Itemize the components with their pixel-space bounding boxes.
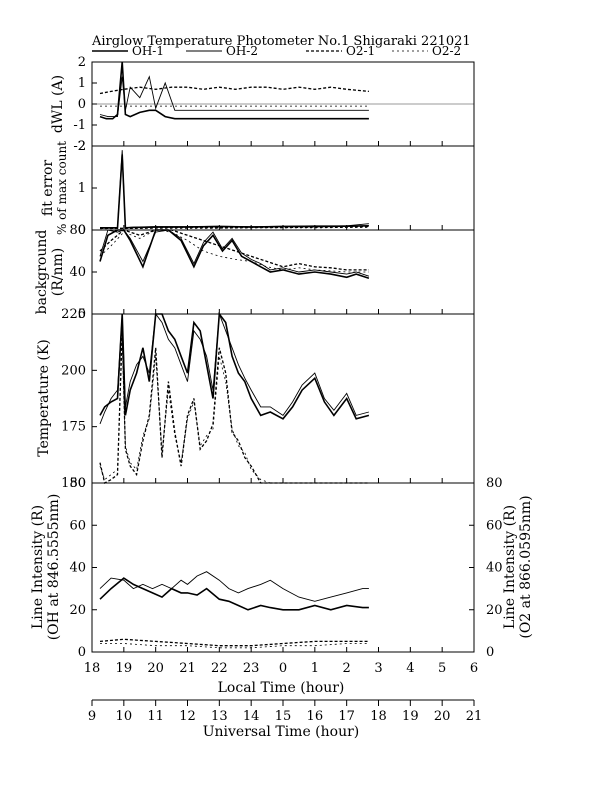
legend-label: O2-1 [346,44,375,58]
series-line-intensity-O2-1 [99,638,369,647]
universal-tick-label: 15 [275,709,292,724]
universal-tick-label: 17 [338,709,355,724]
series-line-intensity-OH-1 [99,577,369,611]
panel-frames [91,61,475,653]
y-tick-label: 0 [78,307,86,322]
y-tick-label: 40 [486,561,503,576]
dwl-label: dWL (A) [50,75,66,133]
universal-tick-label: 20 [434,709,451,724]
series-temperature-OH-1 [99,311,370,420]
y-tick-label: 1 [78,76,86,91]
local-tick-label: 3 [374,661,382,676]
universal-tick-label: 21 [466,709,483,724]
y-tick-label: 40 [69,561,86,576]
universal-tick-label: 18 [370,709,387,724]
universal-tick-label: 19 [402,709,419,724]
local-time-label: Local Time (hour) [218,680,345,696]
temperature-label: Temperature (K) [36,339,52,457]
y-tick-label: 0 [486,645,494,660]
universal-tick-label: 14 [243,709,260,724]
local-tick-label: 4 [406,661,414,676]
local-tick-label: 5 [438,661,446,676]
series-fit-error-OH-1 [100,154,369,229]
y-tick-label: 200 [61,363,86,378]
intensity-left-sublabel: (OH at 846.5555nm) [46,494,62,641]
data-series [99,61,370,649]
series-temperature-O2-1 [99,330,369,484]
y-tick-label: 1 [78,181,86,196]
fit-error-sublabel: % of max count [55,141,69,235]
universal-tick-label: 11 [147,709,164,724]
y-tick-label: 20 [69,603,86,618]
local-tick-label: 0 [279,661,287,676]
series-temperature-OH-2 [99,312,370,425]
y-tick-label: 175 [61,420,86,435]
y-tick-label: 225 [61,307,86,322]
universal-tick-label: 9 [88,709,96,724]
legend-label: O2-2 [432,44,461,58]
panel-frame-5 [91,482,475,653]
universal-tick-label: 13 [211,709,228,724]
universal-tick-label: 10 [116,709,133,724]
local-tick-label: 2 [343,661,351,676]
local-tick-label: 22 [211,661,228,676]
series-temperature-O2-2 [99,339,369,484]
legend: OH-1 OH-2 O2-1 O2-2 [92,44,461,58]
series-background-O2-1 [99,229,369,271]
background-unit-label: (R/nm) [50,248,66,296]
local-tick-label: 20 [147,661,164,676]
local-tick-label: 18 [84,661,101,676]
universal-time-label: Universal Time (hour) [203,724,360,740]
local-tick-label: 1 [311,661,319,676]
y-tick-label: 0 [78,223,86,238]
series-background-OH-2 [99,229,370,277]
series-background-OH-1 [99,229,370,280]
y-tick-label: 150 [61,476,86,491]
series-dWL-OH-2 [99,75,369,118]
y-tick-label: -1 [73,118,86,133]
panel-frame-2 [91,145,475,231]
universal-tick-label: 16 [307,709,324,724]
local-tick-label: 23 [243,661,260,676]
series-line-intensity-O2-2 [100,643,369,649]
series-dWL-O2-1 [99,86,369,95]
local-tick-label: 21 [179,661,196,676]
y-tick-label: -2 [73,139,86,154]
legend-label: OH-2 [226,44,258,58]
y-tick-label: 60 [486,518,503,533]
intensity-left-label: Line Intensity (R) [30,505,46,629]
axis-ticks: 210-1-2210804002252001751508060402008060… [61,55,502,724]
series-fit-error-O2-2 [100,227,369,230]
universal-tick-label: 12 [179,709,196,724]
local-tick-label: 19 [116,661,133,676]
y-tick-label: 0 [78,97,86,112]
y-tick-label: 2 [78,55,86,70]
y-tick-label: 0 [78,645,86,660]
chart-title: Airglow Temperature Photometer No.1 Shig… [91,34,471,49]
fit-error-label: fit error [40,160,56,217]
y-tick-label: 2 [78,139,86,154]
y-axis-labels: dWL (A) fit error% of max count background… [30,75,534,640]
series-fit-error-OH-2 [100,150,369,228]
legend-label: OH-1 [132,44,164,58]
y-tick-label: 40 [69,265,86,280]
intensity-right-label: Line Intensity (R) [502,505,518,629]
y-tick-label: 80 [69,223,86,238]
intensity-right-sublabel: (O2 at 866.0595nm) [518,495,534,638]
panel-frame-3 [91,229,475,315]
panel-frame-4 [91,313,475,484]
background-label: background [34,230,50,315]
y-tick-label: 80 [69,476,86,491]
y-tick-label: 80 [486,476,503,491]
y-tick-label: 60 [69,518,86,533]
y-tick-label: 20 [486,603,503,618]
series-line-intensity-OH-2 [99,571,369,602]
local-tick-label: 6 [470,661,478,676]
